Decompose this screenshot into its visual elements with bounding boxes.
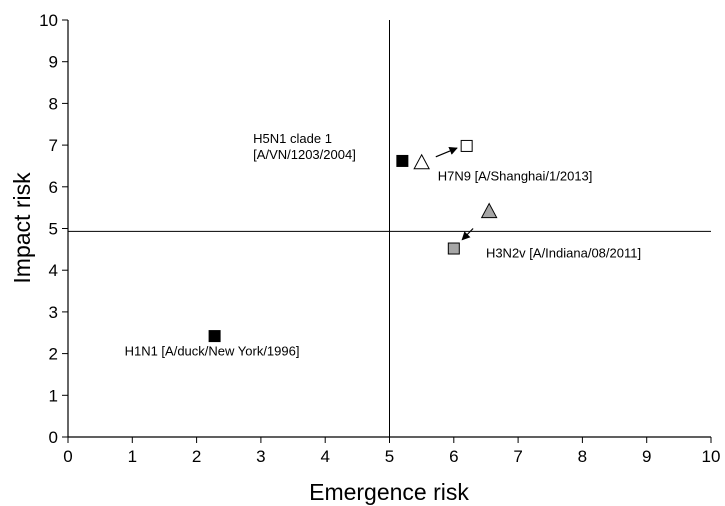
y-tick-label: 10 bbox=[39, 11, 58, 30]
x-tick-label: 1 bbox=[128, 447, 137, 466]
y-tick-label: 1 bbox=[49, 386, 58, 405]
y-axis-title: Impact risk bbox=[9, 172, 35, 284]
annotation-line: [A/VN/1203/2004] bbox=[253, 147, 356, 162]
annotation-line: H3N2v [A/Indiana/08/2011] bbox=[486, 246, 641, 261]
y-tick-label: 7 bbox=[49, 136, 58, 155]
square-point bbox=[447, 242, 460, 255]
x-tick-label: 7 bbox=[513, 447, 522, 466]
y-tick-label: 3 bbox=[49, 303, 58, 322]
y-tick-label: 6 bbox=[49, 178, 58, 197]
x-tick-label: 2 bbox=[192, 447, 201, 466]
x-tick-label: 4 bbox=[320, 447, 329, 466]
square-point bbox=[396, 154, 409, 167]
annotation-line: H7N9 [A/Shanghai/1/2013] bbox=[438, 169, 593, 184]
y-tick-label: 4 bbox=[49, 261, 58, 280]
x-axis-title: Emergence risk bbox=[309, 479, 469, 505]
annotation-arrow bbox=[461, 228, 474, 241]
point-annotation: H7N9 [A/Shanghai/1/2013] bbox=[438, 169, 593, 184]
x-tick-label: 8 bbox=[578, 447, 587, 466]
y-tick-label: 8 bbox=[49, 94, 58, 113]
triangle-point bbox=[413, 153, 430, 170]
annotation-line: H1N1 [A/duck/New York/1996] bbox=[125, 344, 300, 359]
x-tick-label: 3 bbox=[256, 447, 265, 466]
y-tick-label: 0 bbox=[49, 428, 58, 447]
point-annotation: H1N1 [A/duck/New York/1996] bbox=[125, 344, 300, 359]
point-annotation: H3N2v [A/Indiana/08/2011] bbox=[486, 246, 641, 261]
square-point bbox=[460, 139, 473, 152]
plot-area: 0 1 2 3 4 5 6 7 8 9 10 0 1 2 3 4 5 6 7 8 9 10 H1N1 [A/duck/New… bbox=[39, 11, 720, 466]
y-tick-label: 2 bbox=[49, 345, 58, 364]
y-tick-label: 5 bbox=[49, 220, 58, 239]
point-annotation: H5N1 clade 1 [A/VN/1203/2004] bbox=[253, 131, 356, 162]
x-tick-label: 5 bbox=[385, 447, 394, 466]
x-tick-label: 6 bbox=[449, 447, 458, 466]
x-tick-label: 0 bbox=[63, 447, 72, 466]
x-tick-label: 10 bbox=[702, 447, 721, 466]
y-tick-label: 9 bbox=[49, 53, 58, 72]
annotation-arrow bbox=[435, 147, 458, 158]
triangle-point bbox=[480, 202, 498, 219]
annotation-line: H5N1 clade 1 bbox=[253, 131, 332, 146]
square-point bbox=[208, 330, 221, 343]
x-tick-label: 9 bbox=[642, 447, 651, 466]
